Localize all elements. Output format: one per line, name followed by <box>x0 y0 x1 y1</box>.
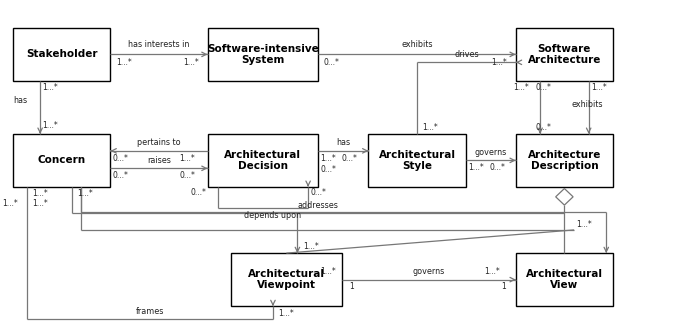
Text: 1...*: 1...* <box>591 83 607 92</box>
Bar <box>14 28 111 81</box>
Text: 0...*: 0...* <box>342 154 357 163</box>
Text: 0...*: 0...* <box>113 171 128 180</box>
Text: 1...*: 1...* <box>33 189 48 198</box>
Bar <box>516 253 613 306</box>
Text: 0...*: 0...* <box>311 188 326 197</box>
Text: 1: 1 <box>349 283 354 291</box>
Text: 1...*: 1...* <box>183 58 199 67</box>
Text: 1: 1 <box>502 283 506 291</box>
Text: 1...*: 1...* <box>33 199 48 208</box>
Bar <box>14 134 111 187</box>
Text: 1...*: 1...* <box>116 58 132 67</box>
Text: 0...*: 0...* <box>113 154 128 163</box>
Bar <box>231 253 342 306</box>
Text: frames: frames <box>136 307 164 316</box>
Text: 1...*: 1...* <box>491 58 507 67</box>
Text: 0...*: 0...* <box>320 165 336 174</box>
Text: 1...*: 1...* <box>42 83 58 92</box>
Text: has: has <box>336 138 351 147</box>
Bar <box>516 134 613 187</box>
Text: Architectural
Style: Architectural Style <box>378 150 456 171</box>
Text: 1...*: 1...* <box>513 83 530 92</box>
Text: 0...*: 0...* <box>536 123 551 132</box>
Text: 1...*: 1...* <box>320 154 336 163</box>
Text: Software-intensive
System: Software-intensive System <box>207 43 319 65</box>
Text: 1...*: 1...* <box>485 267 500 276</box>
Text: pertains to: pertains to <box>137 138 181 147</box>
Text: 1...*: 1...* <box>180 154 195 163</box>
Text: governs: governs <box>475 148 507 157</box>
Text: 1...*: 1...* <box>2 199 18 208</box>
Text: depends upon: depends upon <box>244 211 302 220</box>
Text: has: has <box>13 96 27 105</box>
Bar <box>207 28 318 81</box>
Text: 1...*: 1...* <box>279 309 294 318</box>
Text: addresses: addresses <box>298 201 338 210</box>
Text: exhibits: exhibits <box>401 40 433 49</box>
Text: 1...*: 1...* <box>42 121 58 130</box>
Text: 1...*: 1...* <box>320 267 336 276</box>
Text: 1...*: 1...* <box>468 163 483 172</box>
Bar <box>207 134 318 187</box>
Text: 0...*: 0...* <box>191 188 207 197</box>
Text: Software
Architecture: Software Architecture <box>527 43 601 65</box>
Text: governs: governs <box>413 267 445 276</box>
Text: 1...*: 1...* <box>422 124 438 132</box>
Text: Architectural
Decision: Architectural Decision <box>224 150 302 171</box>
Text: Architectural
View: Architectural View <box>526 269 603 291</box>
Text: 0...*: 0...* <box>536 83 551 92</box>
Text: 1...*: 1...* <box>77 189 93 198</box>
Text: Stakeholder: Stakeholder <box>26 49 98 59</box>
Polygon shape <box>556 188 573 205</box>
Text: 0...*: 0...* <box>489 163 505 172</box>
Text: exhibits: exhibits <box>572 100 603 109</box>
Text: 0...*: 0...* <box>323 58 340 67</box>
Text: has interests in: has interests in <box>128 40 190 49</box>
Text: raises: raises <box>147 156 171 165</box>
Bar <box>368 134 466 187</box>
Text: 0...*: 0...* <box>180 171 195 180</box>
Text: Concern: Concern <box>38 155 86 165</box>
Text: Architecture
Description: Architecture Description <box>527 150 601 171</box>
Text: Architectural
Viewpoint: Architectural Viewpoint <box>248 269 325 291</box>
Text: drives: drives <box>454 49 479 58</box>
Text: 1...*: 1...* <box>576 220 593 229</box>
Text: 1...*: 1...* <box>303 242 319 251</box>
Bar <box>516 28 613 81</box>
